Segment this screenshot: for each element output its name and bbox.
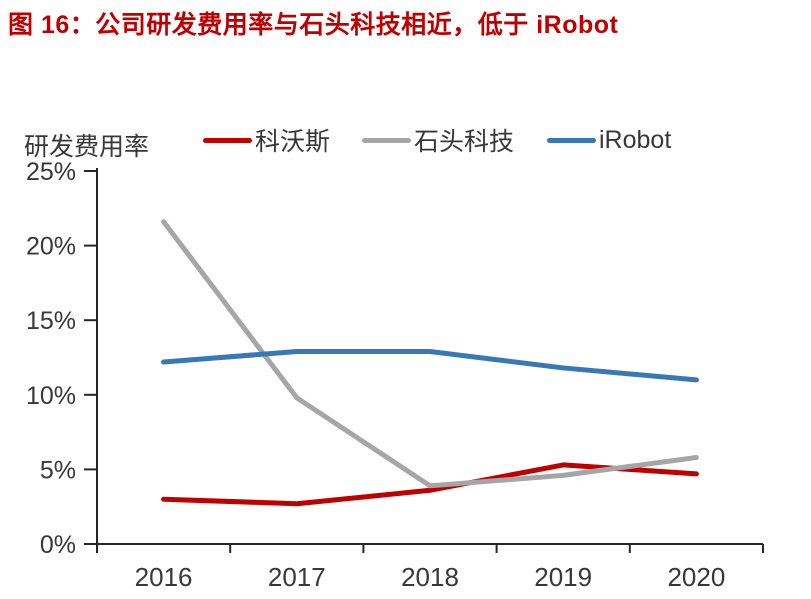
- x-tick-label: 2017: [268, 562, 326, 592]
- legend-line-swatch-gray: [362, 137, 411, 143]
- y-tick-label: 10%: [26, 382, 76, 410]
- x-tick-label: 2020: [667, 562, 725, 592]
- legend-line-swatch-red: [203, 137, 252, 143]
- y-tick-label: 20%: [26, 233, 76, 261]
- x-tick-label: 2018: [401, 562, 459, 592]
- series-line-石头科技: [161, 219, 699, 489]
- x-tick-label: 2016: [135, 562, 193, 592]
- legend-item-shitou: 石头科技: [362, 124, 514, 156]
- y-axis-title: 研发费用率: [24, 133, 150, 161]
- y-tick-label: 5%: [40, 456, 76, 484]
- legend-line-swatch-blue: [547, 137, 596, 143]
- y-tick-label: 0%: [40, 531, 76, 559]
- x-tick-label: 2019: [534, 562, 592, 592]
- legend-label-shitou: 石头科技: [414, 128, 515, 156]
- y-tick-label: 25%: [26, 158, 76, 186]
- series-line-iRobot: [161, 349, 699, 383]
- legend-label-irobot: iRobot: [599, 125, 672, 154]
- y-tick-label: 15%: [26, 307, 76, 335]
- figure-title: 图 16：公司研发费用率与石头科技相近，低于 iRobot: [8, 11, 619, 39]
- legend-item-kewosi: 科沃斯: [203, 124, 330, 156]
- legend-label-kewosi: 科沃斯: [255, 128, 331, 156]
- legend-item-irobot: iRobot: [547, 124, 671, 156]
